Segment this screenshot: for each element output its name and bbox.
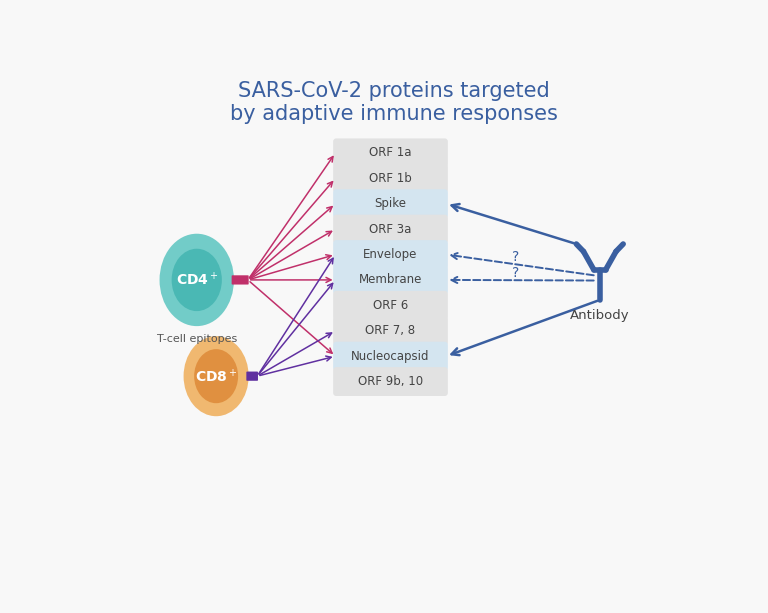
FancyBboxPatch shape bbox=[333, 139, 448, 167]
FancyBboxPatch shape bbox=[232, 275, 249, 284]
Ellipse shape bbox=[171, 249, 222, 311]
Text: SARS-CoV-2 proteins targeted: SARS-CoV-2 proteins targeted bbox=[238, 82, 549, 101]
Text: Membrane: Membrane bbox=[359, 273, 422, 286]
Text: ORF 1a: ORF 1a bbox=[369, 147, 412, 159]
Text: ?: ? bbox=[511, 250, 519, 264]
Text: T-cell epitopes: T-cell epitopes bbox=[157, 334, 237, 344]
Ellipse shape bbox=[194, 349, 238, 403]
Text: ORF 6: ORF 6 bbox=[373, 299, 408, 312]
Text: CD4$^+$: CD4$^+$ bbox=[176, 272, 218, 289]
Text: CD8$^+$: CD8$^+$ bbox=[195, 368, 237, 385]
FancyBboxPatch shape bbox=[333, 215, 448, 243]
FancyBboxPatch shape bbox=[333, 316, 448, 345]
Text: Envelope: Envelope bbox=[363, 248, 418, 261]
FancyBboxPatch shape bbox=[333, 291, 448, 320]
Text: ORF 9b, 10: ORF 9b, 10 bbox=[358, 375, 423, 388]
Ellipse shape bbox=[184, 336, 249, 416]
FancyBboxPatch shape bbox=[333, 189, 448, 218]
Text: ?: ? bbox=[511, 265, 519, 280]
Ellipse shape bbox=[160, 234, 234, 326]
FancyBboxPatch shape bbox=[247, 371, 258, 381]
Text: Nucleocapsid: Nucleocapsid bbox=[351, 349, 430, 363]
FancyBboxPatch shape bbox=[333, 367, 448, 396]
Text: ORF 1b: ORF 1b bbox=[369, 172, 412, 185]
FancyBboxPatch shape bbox=[333, 240, 448, 269]
FancyBboxPatch shape bbox=[333, 341, 448, 371]
Text: Spike: Spike bbox=[375, 197, 406, 210]
FancyBboxPatch shape bbox=[333, 164, 448, 192]
Text: Antibody: Antibody bbox=[570, 309, 630, 322]
FancyBboxPatch shape bbox=[333, 265, 448, 294]
Text: by adaptive immune responses: by adaptive immune responses bbox=[230, 104, 558, 124]
Text: ORF 3a: ORF 3a bbox=[369, 223, 412, 235]
Text: ORF 7, 8: ORF 7, 8 bbox=[366, 324, 415, 337]
